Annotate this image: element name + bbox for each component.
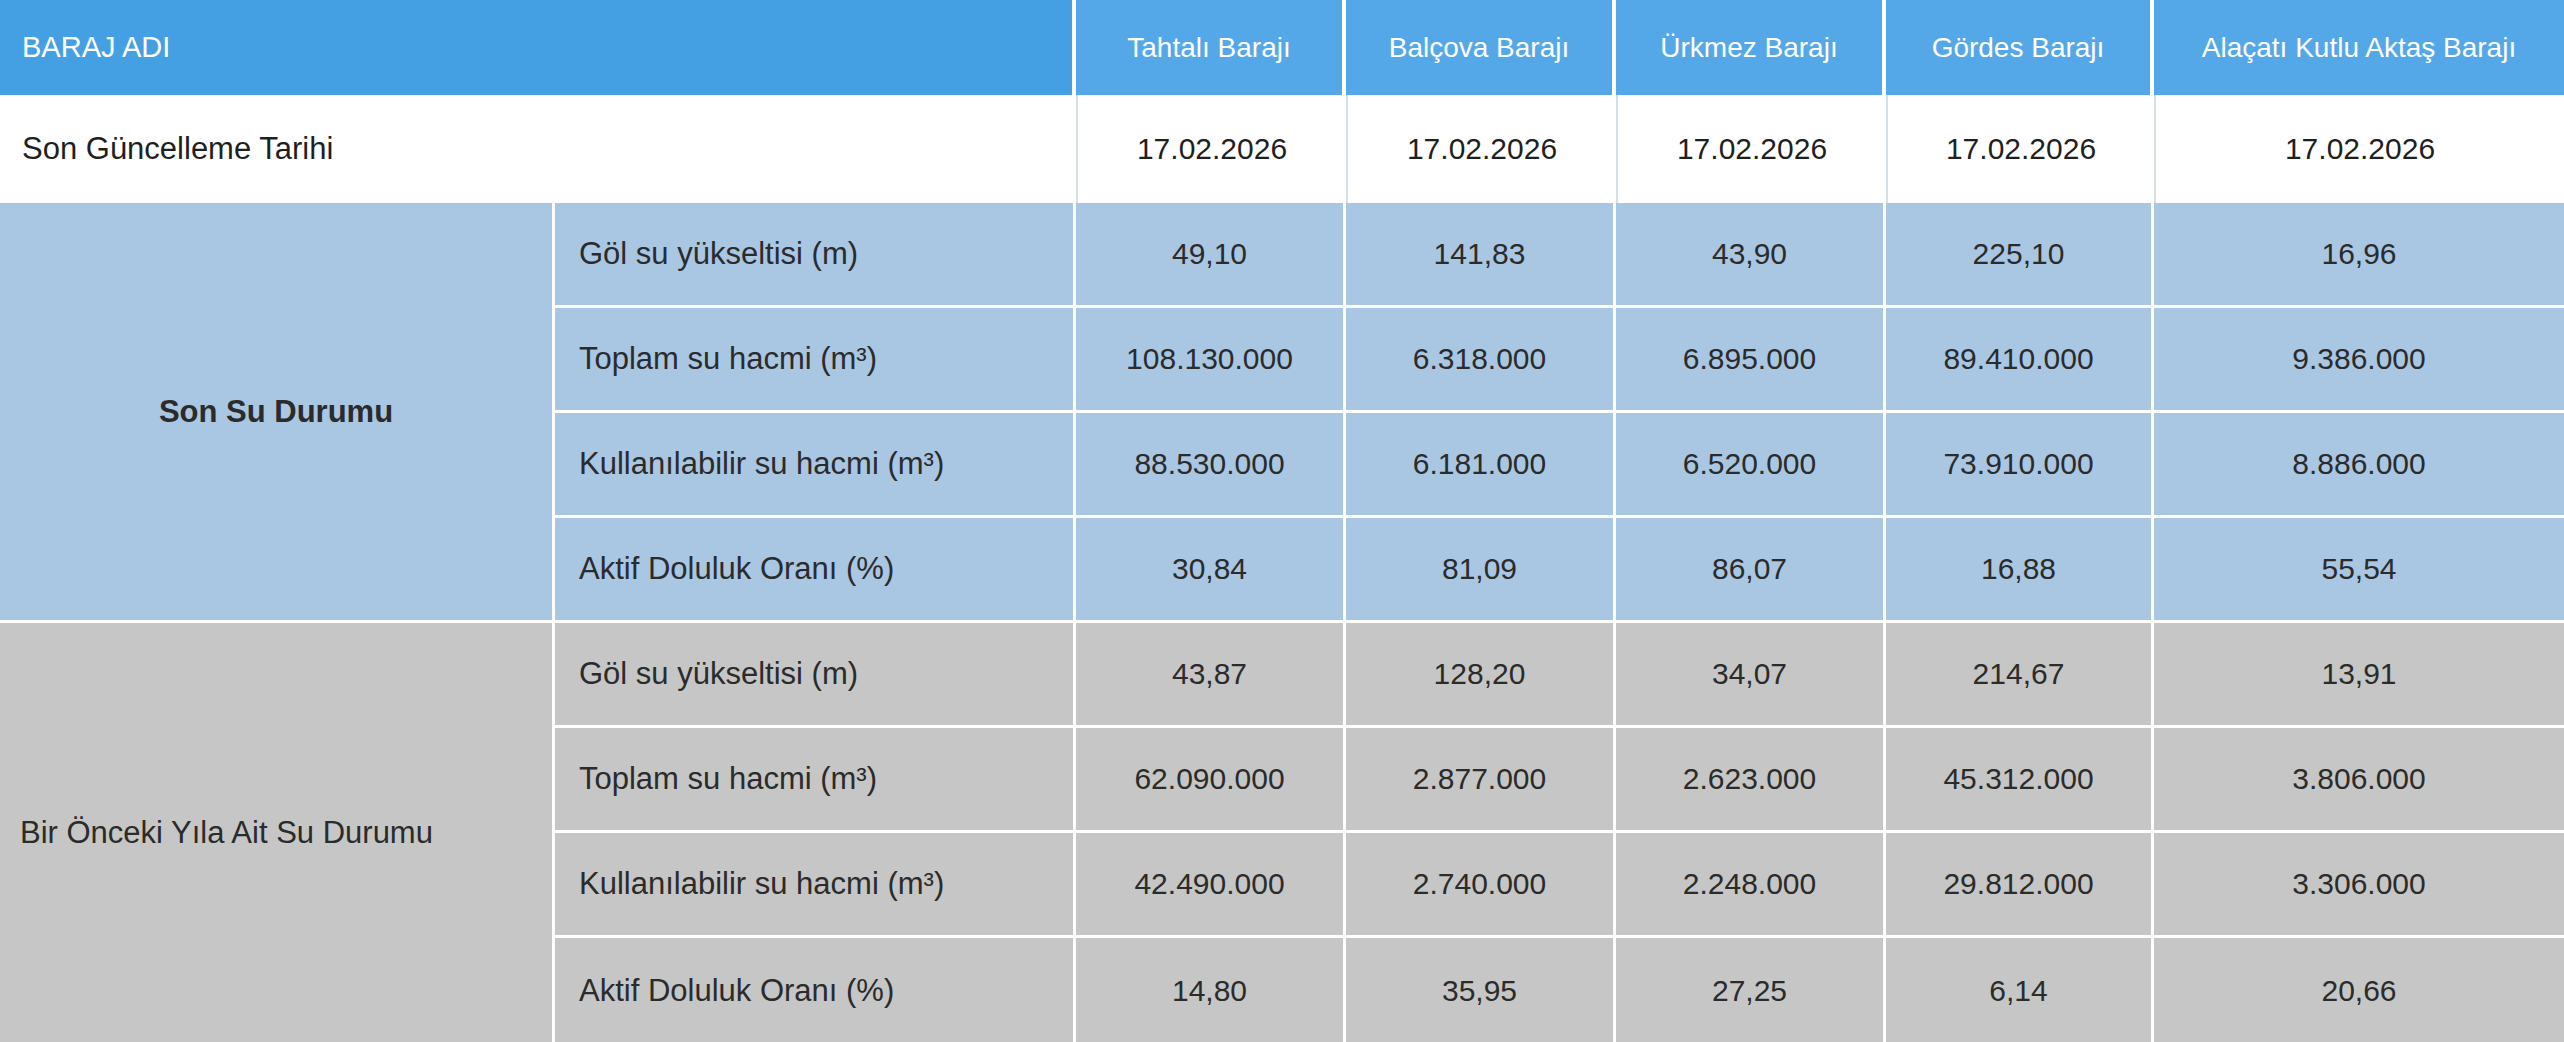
table-header-row: BARAJ ADI Tahtalı Barajı Balçova Barajı …: [0, 0, 2564, 95]
table-cell: 49,10: [1076, 203, 1346, 308]
table-cell: 108.130.000: [1076, 308, 1346, 413]
table-cell: 6.895.000: [1616, 308, 1886, 413]
table-cell: 73.910.000: [1886, 413, 2154, 518]
table-cell: 16,88: [1886, 518, 2154, 623]
table-cell: 27,25: [1616, 938, 1886, 1042]
last-update-date: 17.02.2026: [1616, 95, 1886, 203]
last-update-date: 17.02.2026: [1886, 95, 2154, 203]
table-cell: 214,67: [1886, 623, 2154, 728]
row-label: Toplam su hacmi (m³): [555, 728, 1076, 833]
table-cell: 2.877.000: [1346, 728, 1616, 833]
table-cell: 86,07: [1616, 518, 1886, 623]
table-cell: 29.812.000: [1886, 833, 2154, 938]
dam-column-header-tahtali: Tahtalı Barajı: [1076, 0, 1346, 95]
dam-column-header-urkmez: Ürkmez Barajı: [1616, 0, 1886, 95]
table-cell: 128,20: [1346, 623, 1616, 728]
table-cell: 2.248.000: [1616, 833, 1886, 938]
row-label: Göl su yükseltisi (m): [555, 623, 1076, 728]
table-cell: 43,90: [1616, 203, 1886, 308]
table-cell: 35,95: [1346, 938, 1616, 1042]
row-label: Aktif Doluluk Oranı (%): [555, 518, 1076, 623]
table-cell: 20,66: [2154, 938, 2564, 1042]
last-update-date: 17.02.2026: [2154, 95, 2564, 203]
table-cell: 55,54: [2154, 518, 2564, 623]
section-title-current: Son Su Durumu: [0, 203, 555, 623]
dam-column-header-gordes: Gördes Barajı: [1886, 0, 2154, 95]
last-update-row: Son Güncelleme Tarihi 17.02.2026 17.02.2…: [0, 95, 2564, 203]
table-cell: 8.886.000: [2154, 413, 2564, 518]
table-cell: 141,83: [1346, 203, 1616, 308]
table-cell: 3.806.000: [2154, 728, 2564, 833]
dam-status-table: BARAJ ADI Tahtalı Barajı Balçova Barajı …: [0, 0, 2564, 1042]
last-update-date: 17.02.2026: [1346, 95, 1616, 203]
table-cell: 13,91: [2154, 623, 2564, 728]
dam-column-header-alacati: Alaçatı Kutlu Aktaş Barajı: [2154, 0, 2564, 95]
table-cell: 81,09: [1346, 518, 1616, 623]
section-title-previous-year: Bir Önceki Yıla Ait Su Durumu: [0, 623, 555, 1042]
table-cell: 2.740.000: [1346, 833, 1616, 938]
table-cell: 9.386.000: [2154, 308, 2564, 413]
row-label: Göl su yükseltisi (m): [555, 203, 1076, 308]
table-cell: 30,84: [1076, 518, 1346, 623]
dam-column-header-balcova: Balçova Barajı: [1346, 0, 1616, 95]
row-label: Aktif Doluluk Oranı (%): [555, 938, 1076, 1042]
table-row: Son Su Durumu Göl su yükseltisi (m) 49,1…: [0, 203, 2564, 308]
table-cell: 6.181.000: [1346, 413, 1616, 518]
row-label: Kullanılabilir su hacmi (m³): [555, 833, 1076, 938]
table-cell: 34,07: [1616, 623, 1886, 728]
table-cell: 89.410.000: [1886, 308, 2154, 413]
table-row: Bir Önceki Yıla Ait Su Durumu Göl su yük…: [0, 623, 2564, 728]
table-cell: 14,80: [1076, 938, 1346, 1042]
table-cell: 6.318.000: [1346, 308, 1616, 413]
table-cell: 16,96: [2154, 203, 2564, 308]
table-cell: 2.623.000: [1616, 728, 1886, 833]
table-cell: 6.520.000: [1616, 413, 1886, 518]
row-label: Kullanılabilir su hacmi (m³): [555, 413, 1076, 518]
table-cell: 45.312.000: [1886, 728, 2154, 833]
table-cell: 88.530.000: [1076, 413, 1346, 518]
table-cell: 6,14: [1886, 938, 2154, 1042]
table-cell: 3.306.000: [2154, 833, 2564, 938]
table-cell: 42.490.000: [1076, 833, 1346, 938]
table-cell: 62.090.000: [1076, 728, 1346, 833]
row-label: Toplam su hacmi (m³): [555, 308, 1076, 413]
last-update-date: 17.02.2026: [1076, 95, 1346, 203]
last-update-label: Son Güncelleme Tarihi: [0, 95, 1076, 203]
table-cell: 43,87: [1076, 623, 1346, 728]
table-cell: 225,10: [1886, 203, 2154, 308]
baraj-adi-header: BARAJ ADI: [0, 0, 1076, 95]
